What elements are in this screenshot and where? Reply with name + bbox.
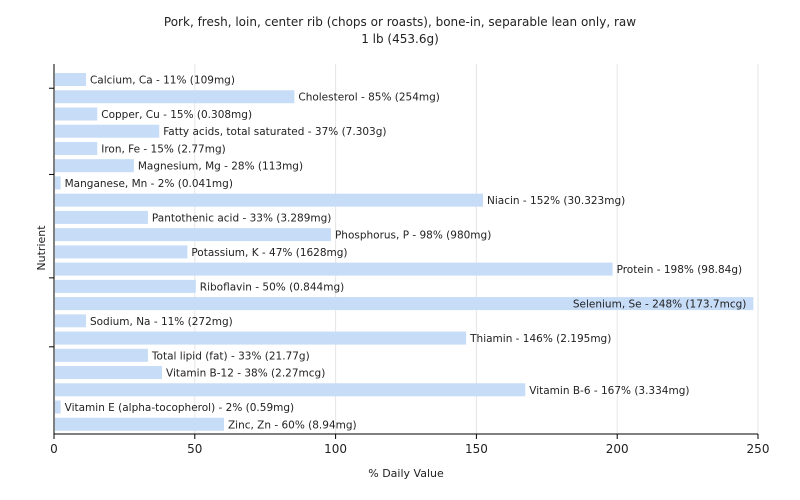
bar-label: Zinc, Zn - 60% (8.94mg) xyxy=(228,419,357,431)
bar xyxy=(55,228,331,242)
x-tick-label: 200 xyxy=(606,442,629,456)
bar xyxy=(55,90,295,104)
bar-label: Magnesium, Mg - 28% (113mg) xyxy=(138,161,303,173)
bar xyxy=(55,141,98,155)
bar-label: Cholesterol - 85% (254mg) xyxy=(298,92,440,104)
x-tick-label: 50 xyxy=(187,442,202,456)
bar-label: Fatty acids, total saturated - 37% (7.30… xyxy=(163,126,386,138)
x-axis-label: % Daily Value xyxy=(368,467,444,480)
bar xyxy=(55,245,188,259)
bar-label: Protein - 198% (98.84g) xyxy=(617,264,743,276)
bar-label: Vitamin B-6 - 167% (3.334mg) xyxy=(529,385,689,397)
bar xyxy=(55,193,484,207)
chart-title: Pork, fresh, loin, center rib (chops or … xyxy=(163,15,637,29)
bar xyxy=(55,400,61,414)
bar-label: Manganese, Mn - 2% (0.041mg) xyxy=(65,178,233,190)
bar xyxy=(55,348,148,362)
bar-label: Iron, Fe - 15% (2.77mg) xyxy=(101,143,225,155)
bar-label: Riboflavin - 50% (0.844mg) xyxy=(200,281,344,293)
bar xyxy=(55,210,148,224)
bar-label: Phosphorus, P - 98% (980mg) xyxy=(335,230,491,242)
bar-label: Vitamin E (alpha-tocopherol) - 2% (0.59m… xyxy=(65,402,295,414)
bar-label: Thiamin - 146% (2.195mg) xyxy=(469,333,611,345)
x-tick-label: 100 xyxy=(324,442,347,456)
bar-label: Selenium, Se - 248% (173.7mcg) xyxy=(573,299,747,311)
bar xyxy=(55,417,224,431)
x-tick-label: 0 xyxy=(50,442,58,456)
bar xyxy=(55,73,86,86)
bar xyxy=(55,314,86,328)
bar-label: Potassium, K - 47% (1628mg) xyxy=(191,247,347,259)
bar xyxy=(55,297,754,311)
bar xyxy=(55,262,613,276)
axes: 0 50 100 150 200 250 xyxy=(49,64,769,456)
bar-label: Sodium, Na - 11% (272mg) xyxy=(90,316,233,328)
chart-subtitle: 1 lb (453.6g) xyxy=(361,32,439,46)
bar-label: Pantothenic acid - 33% (3.289mg) xyxy=(152,212,331,224)
bar xyxy=(55,124,160,138)
bar xyxy=(55,279,196,293)
y-axis-label: Nutrient xyxy=(35,225,48,271)
bar-label: Vitamin B-12 - 38% (2.27mcg) xyxy=(166,368,325,380)
bar xyxy=(55,176,61,190)
bar-label: Niacin - 152% (30.323mg) xyxy=(487,195,625,207)
bar xyxy=(55,366,163,380)
grid-lines xyxy=(194,64,759,434)
x-tick-label: 150 xyxy=(465,442,488,456)
bar xyxy=(55,331,467,345)
bar-label: Total lipid (fat) - 33% (21.77g) xyxy=(151,350,310,362)
bar-labels: Calcium, Ca - 11% (109mg) Cholesterol - 8… xyxy=(65,75,747,432)
bar xyxy=(55,159,134,173)
bars xyxy=(55,73,754,431)
bar-label: Copper, Cu - 15% (0.308mg) xyxy=(101,109,252,121)
bar xyxy=(55,383,526,397)
x-tick-label: 250 xyxy=(747,442,770,456)
bar xyxy=(55,107,98,121)
bar-label: Calcium, Ca - 11% (109mg) xyxy=(90,75,235,87)
